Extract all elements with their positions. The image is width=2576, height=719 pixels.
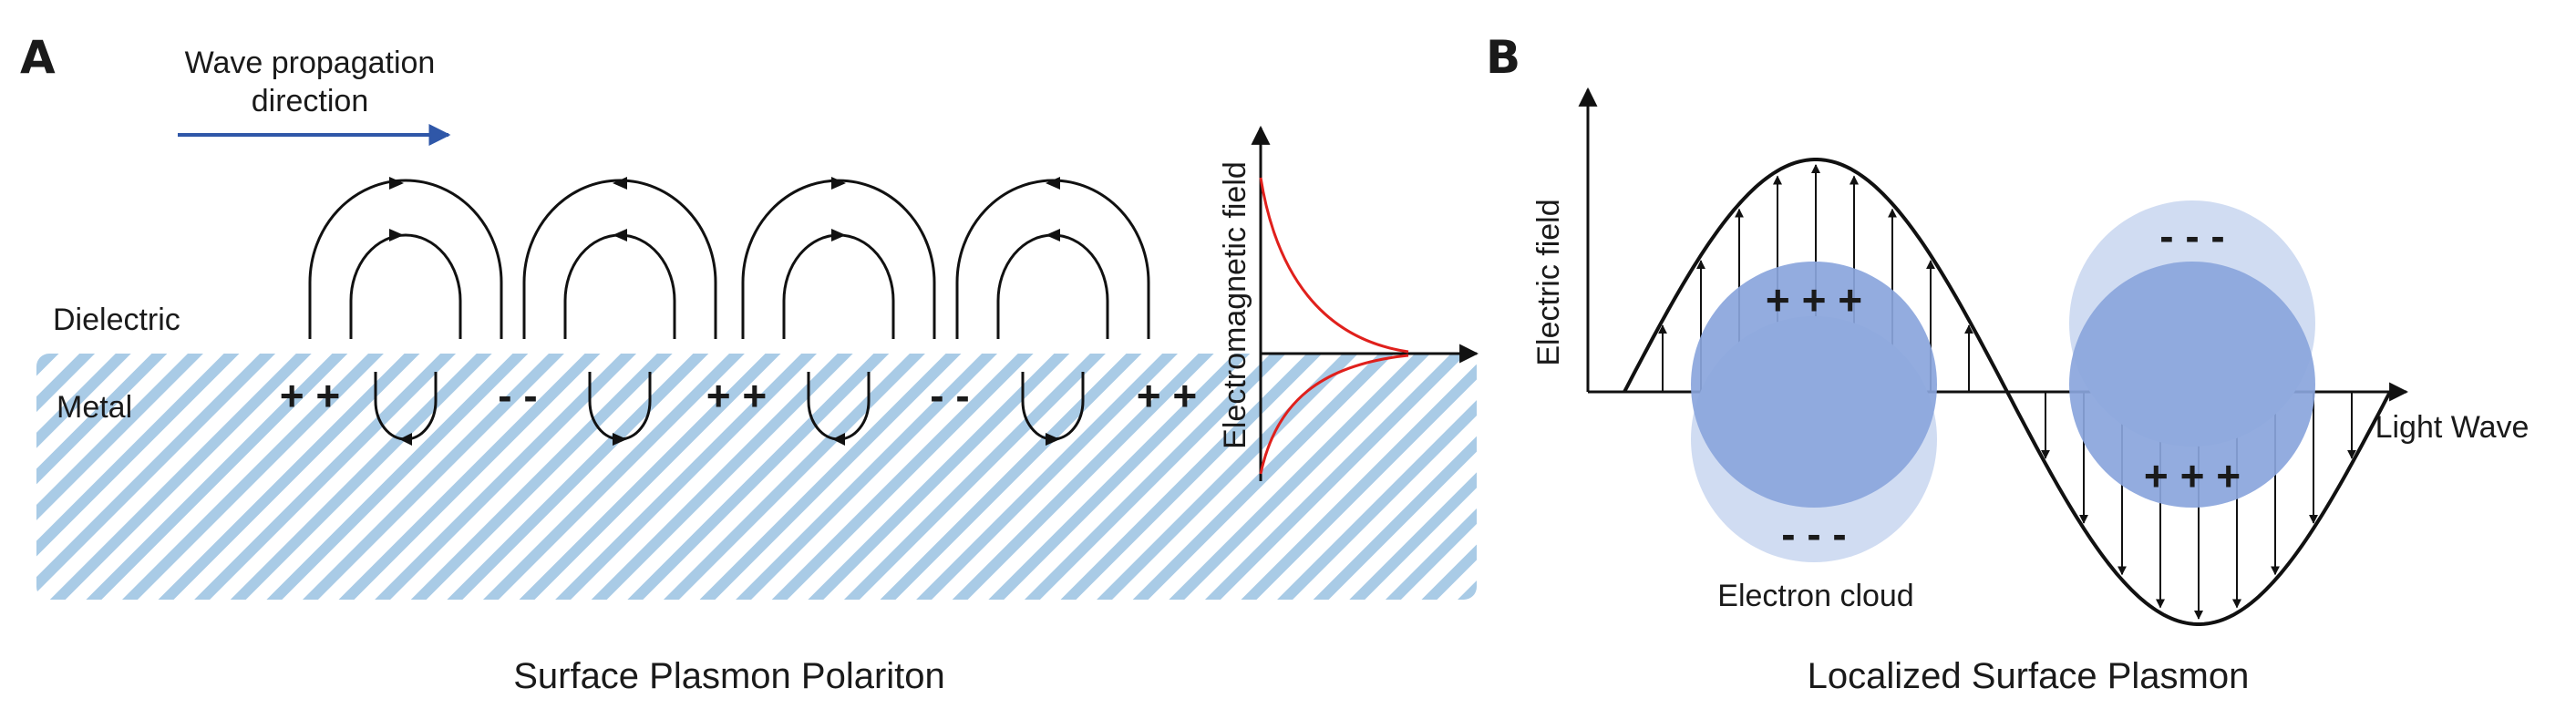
electron-cloud-label: Electron cloud [1717,579,1913,613]
wave-direction-label: direction [252,84,369,118]
surface-charge-positive-3: + + [1137,372,1198,419]
surface-charge-negative-1: - - [498,372,537,419]
field-loop-1 [308,177,503,446]
panel-a-caption: Surface Plasmon Polariton [513,656,945,696]
field-axis-label: Electromagnetic field [1218,161,1252,449]
nanoparticle-right [2069,262,2315,508]
nanoparticle-left [1691,262,1937,508]
wave-propagation-label: Wave propagation [185,46,436,80]
surface-charge-positive-1: + + [280,372,341,419]
field-loop-3 [741,177,936,446]
light-wave-label: Light Wave [2375,410,2530,445]
panel-b-letter: B [1486,31,1520,84]
panel-b: B Electric field Light Wave + + + - - - … [1486,31,2529,696]
panel-a-letter: A [20,31,56,84]
field-decay-curve-bottom [1259,354,1409,475]
particle-left-charge-bottom: - - - [1781,510,1847,558]
particle-right-charge-bottom: + + + [2144,452,2241,499]
surface-charge-negative-2: - - [930,372,969,419]
field-decay-curve-top [1259,177,1409,354]
surface-charge-positive-2: + + [706,372,768,419]
electric-field-label: Electric field [1531,199,1566,365]
particle-right-charge-top: - - - [2159,212,2225,260]
metal-slab [36,354,1477,600]
light-wave-curve [1623,158,2392,626]
particle-left-charge-top: + + + [1766,276,1862,324]
field-loop-4 [955,177,1150,446]
panel-b-caption: Localized Surface Plasmon [1808,656,2250,696]
panel-a: A Wave propagation direction Dielectric … [20,31,1479,696]
dielectric-label: Dielectric [53,303,180,337]
metal-label: Metal [57,390,132,425]
field-loop-2 [522,177,717,446]
